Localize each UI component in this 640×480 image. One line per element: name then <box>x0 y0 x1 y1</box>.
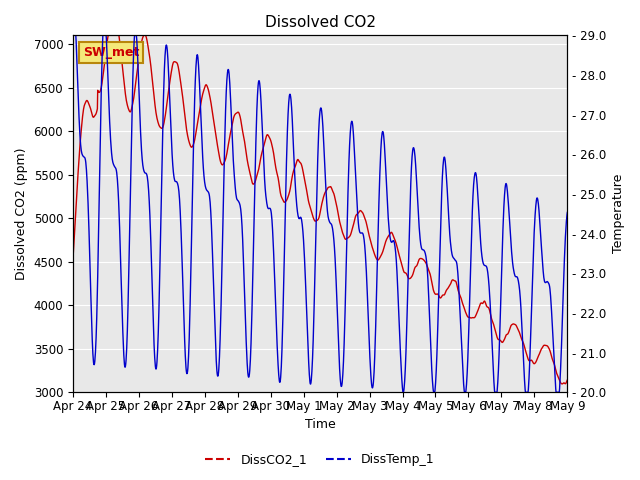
DissCO2_1 <box>69 257 77 263</box>
DissCO2_1 <box>436 295 444 301</box>
Title: Dissolved CO2: Dissolved CO2 <box>264 15 376 30</box>
Line: DissTemp_1: DissTemp_1 <box>73 36 567 392</box>
DissTemp_1 <box>147 221 154 227</box>
DissTemp_1 <box>557 350 565 356</box>
DissTemp_1 <box>298 216 305 221</box>
DissCO2_1 <box>558 381 566 387</box>
Y-axis label: Temperature: Temperature <box>612 174 625 253</box>
DissTemp_1 <box>563 210 571 216</box>
DissCO2_1 <box>563 377 571 383</box>
DissCO2_1 <box>104 33 112 38</box>
DissCO2_1 <box>298 162 305 168</box>
DissTemp_1 <box>509 263 516 268</box>
Y-axis label: Dissolved CO2 (ppm): Dissolved CO2 (ppm) <box>15 147 28 280</box>
Line: DissCO2_1: DissCO2_1 <box>73 36 567 384</box>
DissTemp_1 <box>69 33 77 38</box>
DissCO2_1 <box>557 381 565 386</box>
DissTemp_1 <box>399 389 407 395</box>
DissCO2_1 <box>147 60 154 66</box>
X-axis label: Time: Time <box>305 419 335 432</box>
Legend: DissCO2_1, DissTemp_1: DissCO2_1, DissTemp_1 <box>200 448 440 471</box>
DissCO2_1 <box>307 207 315 213</box>
DissTemp_1 <box>436 231 444 237</box>
DissTemp_1 <box>307 381 314 387</box>
Text: SW_met: SW_met <box>83 46 139 59</box>
DissCO2_1 <box>509 321 516 327</box>
